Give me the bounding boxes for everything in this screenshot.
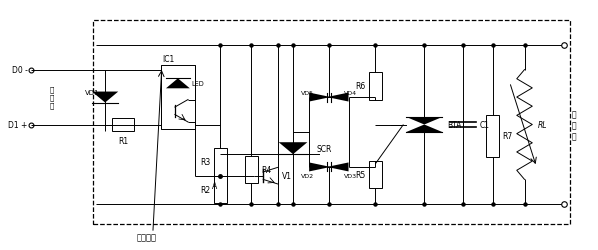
Text: RL: RL (538, 120, 547, 130)
Text: R4: R4 (261, 165, 271, 174)
Bar (213, 148, 227, 176)
Polygon shape (407, 118, 442, 125)
Text: A: A (212, 181, 217, 190)
Polygon shape (92, 92, 118, 103)
Text: IC1: IC1 (162, 54, 174, 64)
Polygon shape (327, 163, 349, 172)
Bar (245, 156, 258, 184)
Text: 箱
出
端: 箱 出 端 (572, 110, 576, 140)
Bar (112, 118, 135, 132)
Bar (369, 161, 382, 188)
Text: BTA: BTA (447, 120, 461, 130)
Text: R7: R7 (502, 132, 512, 141)
Bar (161, 66, 195, 129)
Polygon shape (309, 163, 331, 172)
Bar (93, 20, 570, 225)
Bar (213, 176, 227, 203)
Text: R3: R3 (200, 158, 210, 167)
Polygon shape (407, 125, 442, 132)
Text: D0 -: D0 - (12, 66, 28, 75)
Text: VD1: VD1 (85, 89, 99, 95)
Text: VD4: VD4 (344, 90, 357, 95)
Text: VD3: VD3 (344, 174, 357, 178)
Text: C1: C1 (480, 120, 490, 130)
Text: VD5: VD5 (301, 90, 315, 95)
Text: D1 +: D1 + (8, 120, 28, 130)
Text: R2: R2 (200, 185, 210, 194)
Polygon shape (309, 93, 331, 102)
Text: V1: V1 (282, 172, 292, 180)
Text: R5: R5 (356, 170, 366, 179)
Polygon shape (166, 79, 190, 89)
Text: 控
制
端: 控 制 端 (49, 86, 54, 109)
Text: VD2: VD2 (301, 174, 315, 178)
Text: SCR: SCR (316, 144, 332, 153)
Polygon shape (279, 143, 307, 154)
Bar (486, 115, 499, 157)
Text: R1: R1 (118, 137, 128, 146)
Polygon shape (327, 93, 349, 102)
Text: 红、绿灯: 红、绿灯 (137, 233, 157, 242)
Bar (369, 73, 382, 100)
Text: R6: R6 (356, 82, 366, 91)
Text: LED: LED (191, 81, 204, 87)
